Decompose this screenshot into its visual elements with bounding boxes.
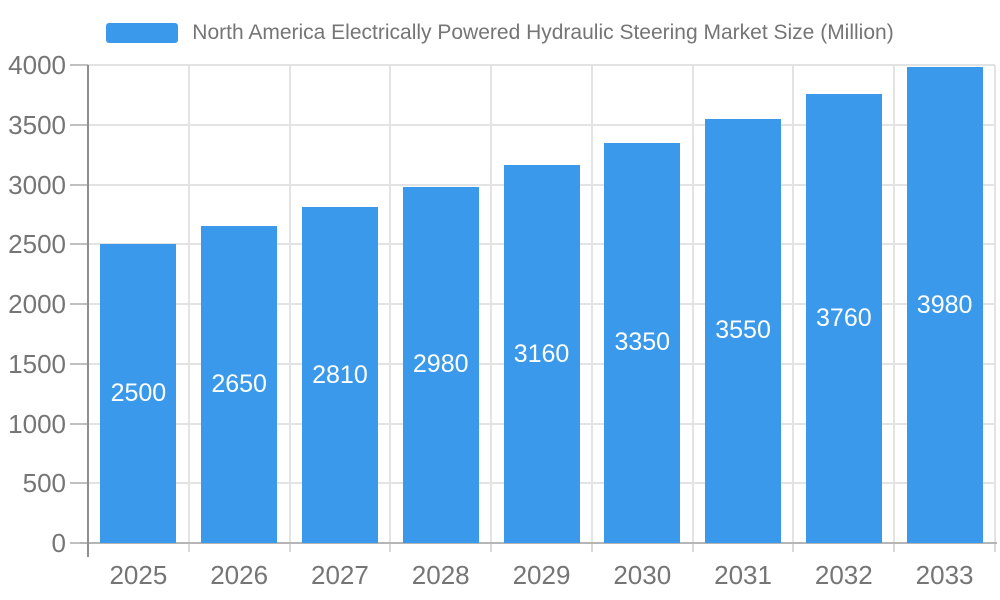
x-axis-tick	[590, 543, 593, 552]
gridline-vertical	[590, 65, 593, 543]
x-axis-tick-label: 2030	[613, 560, 672, 590]
x-axis-tick	[288, 543, 291, 552]
x-axis-tick	[389, 543, 392, 552]
x-axis-tick-label: 2031	[714, 560, 772, 590]
bar[interactable]: 2500	[100, 244, 177, 543]
x-axis-tick	[792, 543, 795, 552]
y-axis-tick	[70, 362, 88, 365]
x-axis-tick-label: 2025	[109, 560, 168, 590]
bar[interactable]: 3980	[906, 67, 983, 543]
gridline-horizontal	[88, 64, 995, 66]
gridline-vertical	[490, 65, 493, 543]
gridline-vertical	[288, 65, 291, 543]
y-axis-tick	[70, 303, 88, 305]
x-axis-tick-label: 2029	[512, 560, 571, 590]
legend[interactable]: North America Electrically Powered Hydra…	[0, 21, 1000, 45]
gridline-vertical	[994, 65, 996, 543]
x-axis-tick-label: 2026	[210, 560, 269, 590]
y-axis-tick	[70, 123, 88, 126]
bar[interactable]: 2810	[301, 207, 378, 543]
y-axis-tick-label: 4000	[8, 50, 66, 80]
bar[interactable]: 3550	[705, 118, 782, 543]
y-axis-tick-label: 0	[51, 528, 66, 558]
bar-value-label: 2500	[110, 379, 167, 408]
gridline-vertical	[187, 65, 190, 543]
legend-swatch	[106, 23, 179, 43]
y-axis-line	[87, 65, 89, 557]
bar-value-label: 2980	[412, 350, 469, 379]
y-axis-tick-label: 2000	[8, 289, 66, 319]
gridline-vertical	[389, 65, 392, 543]
bar[interactable]: 2980	[402, 186, 479, 543]
y-axis-tick	[70, 64, 88, 66]
bar-value-label: 3550	[715, 316, 771, 345]
y-axis-tick	[70, 183, 88, 186]
gridline-vertical	[792, 65, 795, 543]
bar-value-label: 3350	[614, 328, 671, 357]
x-axis-tick-label: 2028	[411, 560, 470, 590]
x-axis-tick	[893, 543, 896, 552]
x-axis-tick	[994, 543, 996, 552]
y-axis-tick	[70, 243, 88, 246]
bar-value-label: 2810	[312, 360, 368, 389]
x-axis-tick-label: 2027	[311, 560, 369, 590]
gridline-horizontal	[88, 123, 995, 126]
x-axis-tick-label: 2032	[814, 560, 873, 590]
y-axis-tick-label: 3000	[8, 169, 66, 200]
gridline-vertical	[893, 65, 896, 543]
x-axis-tick	[490, 543, 493, 552]
bar-value-label: 3160	[513, 339, 570, 368]
y-axis-tick-label: 3500	[8, 109, 66, 140]
bar[interactable]: 3760	[805, 93, 882, 543]
y-axis-tick	[70, 482, 88, 485]
x-axis-tick	[187, 543, 190, 552]
bar-value-label: 2650	[211, 370, 267, 399]
y-axis-tick-label: 1500	[8, 348, 66, 379]
bar[interactable]: 3350	[604, 142, 681, 543]
legend-label: North America Electrically Powered Hydra…	[192, 21, 894, 44]
bar[interactable]: 2650	[201, 226, 278, 543]
y-axis-tick	[70, 542, 88, 544]
bar-value-label: 3760	[816, 303, 872, 332]
y-axis-tick	[70, 422, 88, 425]
x-axis-tick	[691, 543, 694, 552]
x-axis-tick-label: 2033	[915, 560, 974, 590]
bar[interactable]: 3160	[503, 165, 580, 543]
bar-value-label: 3980	[916, 290, 973, 319]
gridline-vertical	[691, 65, 694, 543]
y-axis-tick-label: 2500	[8, 229, 66, 260]
y-axis-tick-label: 1000	[8, 408, 66, 439]
x-axis-line	[80, 542, 997, 544]
y-axis-tick-label: 500	[22, 468, 66, 499]
